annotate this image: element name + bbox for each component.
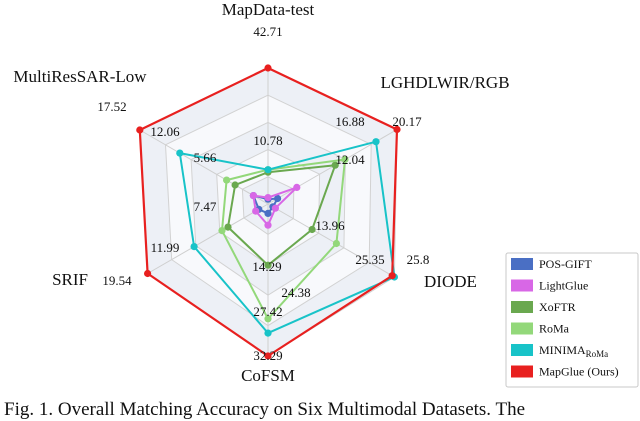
data-point xyxy=(372,138,380,146)
data-point xyxy=(264,194,272,202)
legend-label: MINIMARoMa xyxy=(539,343,608,359)
legend-swatch xyxy=(511,301,533,313)
value-label: 10.78 xyxy=(253,133,282,148)
radar-grid xyxy=(139,67,398,357)
series-4 xyxy=(218,155,349,323)
legend: POS-GIFT LightGlue XoFTR RoMa MINIMARoMa MapG… xyxy=(505,252,639,388)
value-label: 25.35 xyxy=(355,252,384,267)
data-point xyxy=(218,227,226,235)
legend-swatch xyxy=(511,344,533,356)
grid-spoke xyxy=(267,203,395,278)
axis-name: SRIF xyxy=(52,270,88,289)
value-label: 7.47 xyxy=(194,199,217,214)
data-point xyxy=(136,126,144,134)
value-label: 14.29 xyxy=(252,259,281,274)
data-point xyxy=(264,221,272,229)
data-point xyxy=(190,243,198,251)
value-label: 42.71 xyxy=(253,24,282,39)
value-label: 5.66 xyxy=(194,150,217,165)
data-point xyxy=(293,183,301,191)
data-point xyxy=(231,181,239,189)
value-label: 13.96 xyxy=(315,218,345,233)
data-point xyxy=(144,269,152,278)
legend-box xyxy=(505,252,639,388)
series-6 xyxy=(136,64,401,360)
data-point xyxy=(341,155,349,164)
data-point xyxy=(252,207,260,215)
data-point xyxy=(264,209,272,217)
grid-spoke xyxy=(139,129,269,205)
data-point xyxy=(249,192,257,200)
value-label: 20.17 xyxy=(392,114,422,129)
series-3 xyxy=(224,161,339,269)
data-point xyxy=(223,176,231,184)
value-label: 24.38 xyxy=(281,285,310,300)
axis-name: CoFSM xyxy=(241,366,295,385)
axis-name: LGHDLWIR/RGB xyxy=(380,73,509,92)
legend-label: POS-GIFT xyxy=(539,257,592,271)
value-label: 16.88 xyxy=(335,114,364,129)
legend-label: RoMa xyxy=(539,322,570,336)
legend-label: MapGlue (Ours) xyxy=(539,365,619,379)
data-point xyxy=(264,315,272,323)
data-point xyxy=(264,261,272,269)
legend-swatch xyxy=(511,322,533,335)
value-label: 32.29 xyxy=(253,348,282,363)
data-point xyxy=(393,125,401,134)
data-point xyxy=(264,166,272,174)
grid-spoke xyxy=(147,203,269,274)
value-label: 12.06 xyxy=(150,124,180,139)
data-point xyxy=(332,239,340,248)
axis-name: DIODE xyxy=(424,272,477,291)
legend-swatch xyxy=(511,365,533,378)
value-label: 17.52 xyxy=(97,99,126,114)
axis-name: MultiResSAR-Low xyxy=(13,67,147,86)
data-point xyxy=(264,329,272,337)
value-label: 27.42 xyxy=(253,304,282,319)
legend-swatch xyxy=(511,258,533,270)
data-point xyxy=(176,149,184,157)
value-label: 12.04 xyxy=(335,152,365,167)
legend-swatch xyxy=(511,279,533,292)
data-point xyxy=(264,352,272,360)
value-label: 11.99 xyxy=(151,240,180,255)
data-point xyxy=(224,223,232,231)
figure-caption: Fig. 1. Overall Matching Accuracy on Six… xyxy=(4,399,525,420)
data-point xyxy=(264,64,272,72)
data-point xyxy=(331,161,339,169)
value-label: 19.54 xyxy=(102,273,132,288)
series-2 xyxy=(249,183,301,229)
data-point xyxy=(274,194,282,203)
data-point xyxy=(388,272,396,280)
data-point xyxy=(308,225,316,234)
data-point xyxy=(271,204,279,212)
value-label: 25.8 xyxy=(407,252,430,267)
legend-label: XoFTR xyxy=(539,300,576,314)
axis-name: MapData-test xyxy=(222,0,315,19)
legend-label: LightGlue xyxy=(539,279,588,293)
